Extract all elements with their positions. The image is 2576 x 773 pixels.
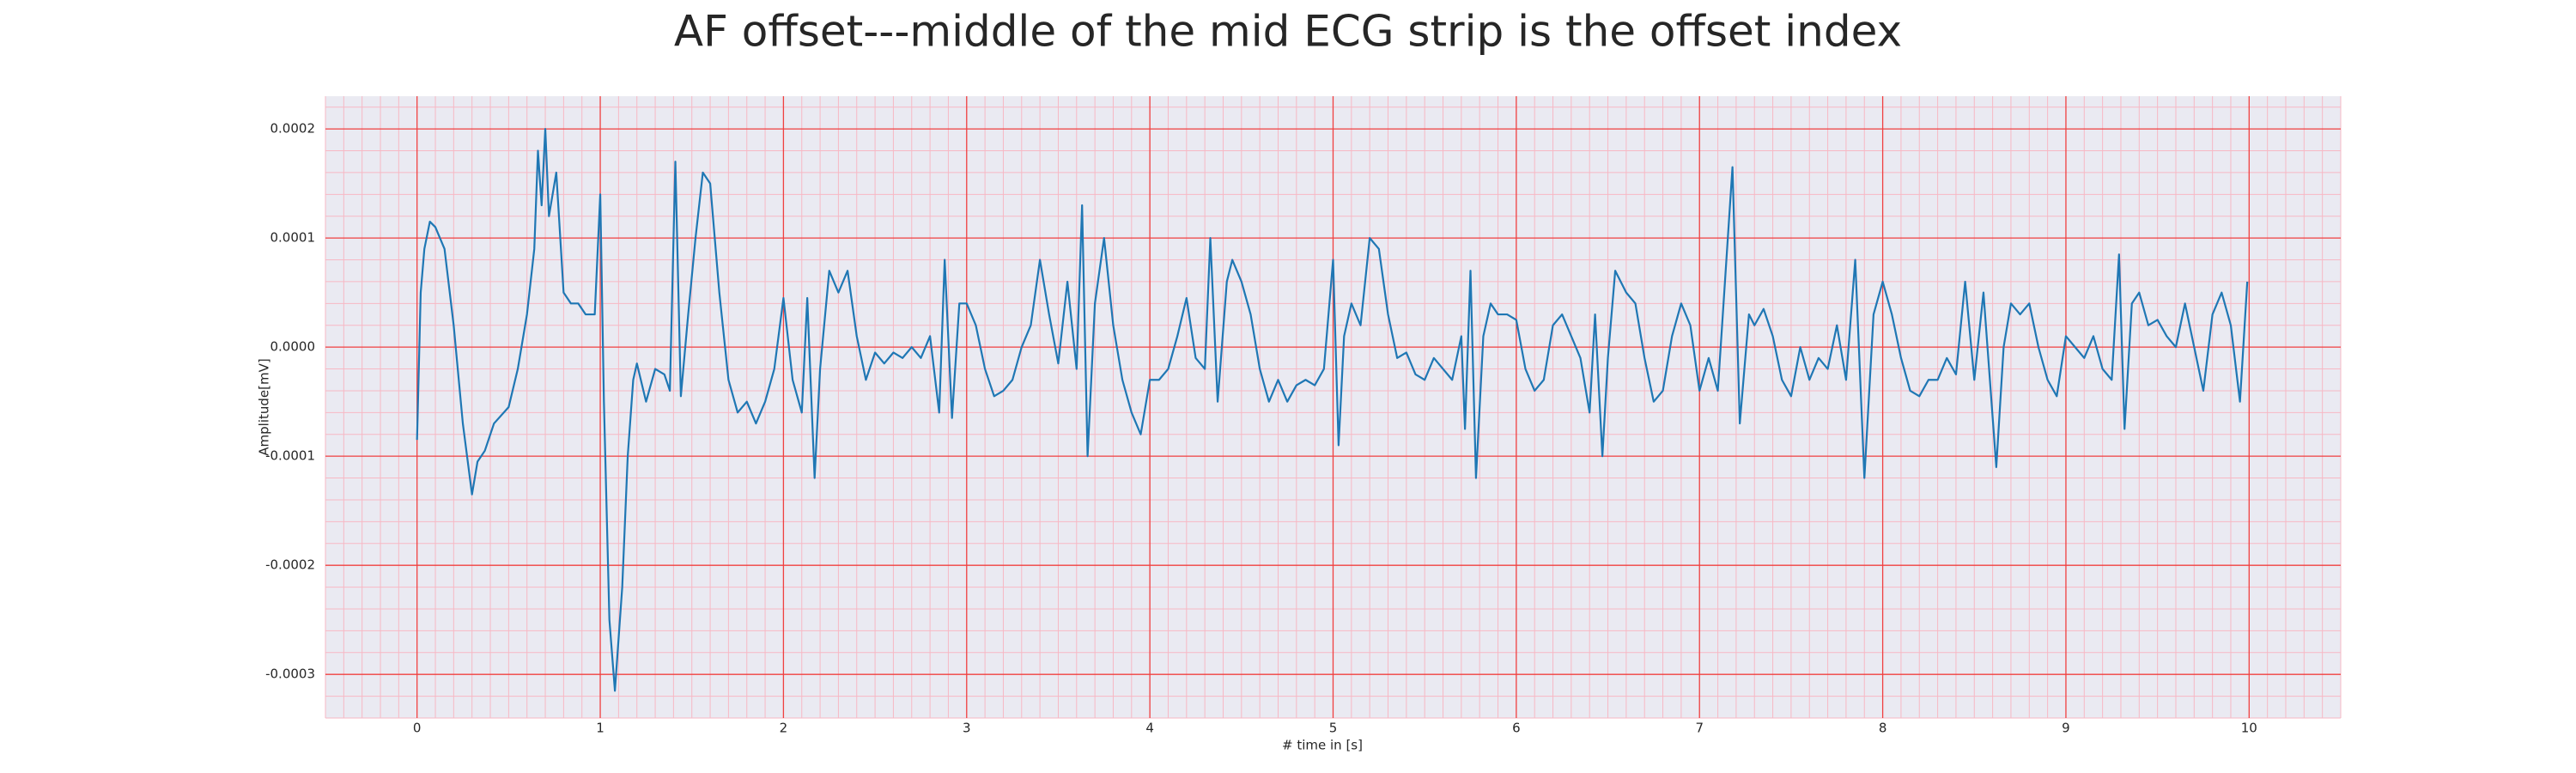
y-tick-label: -0.0001 xyxy=(265,448,315,464)
x-tick-label: 6 xyxy=(1512,721,1521,736)
y-tick-label: 0.0000 xyxy=(270,339,316,355)
x-tick-label: 4 xyxy=(1145,721,1154,736)
y-axis-label: Amplitude[mV] xyxy=(257,358,272,455)
x-tick-label: 5 xyxy=(1329,721,1338,736)
x-tick-label: 10 xyxy=(2241,721,2257,736)
x-axis-label: # time in [s] xyxy=(1282,738,1363,753)
x-tick-label: 0 xyxy=(413,721,422,736)
chart-title: AF offset---middle of the mid ECG strip … xyxy=(674,7,1902,57)
y-tick-label: -0.0003 xyxy=(265,666,315,682)
x-tick-label: 7 xyxy=(1695,721,1704,736)
y-tick-label: 0.0002 xyxy=(270,121,316,137)
y-tick-label: 0.0001 xyxy=(270,230,316,246)
y-tick-label: -0.0002 xyxy=(265,557,315,573)
x-tick-label: 1 xyxy=(596,721,605,736)
x-tick-label: 9 xyxy=(2062,721,2070,736)
x-tick-label: 2 xyxy=(780,721,788,736)
line-series xyxy=(416,128,2249,692)
x-tick-label: 8 xyxy=(1879,721,1887,736)
x-tick-label: 3 xyxy=(963,721,971,736)
